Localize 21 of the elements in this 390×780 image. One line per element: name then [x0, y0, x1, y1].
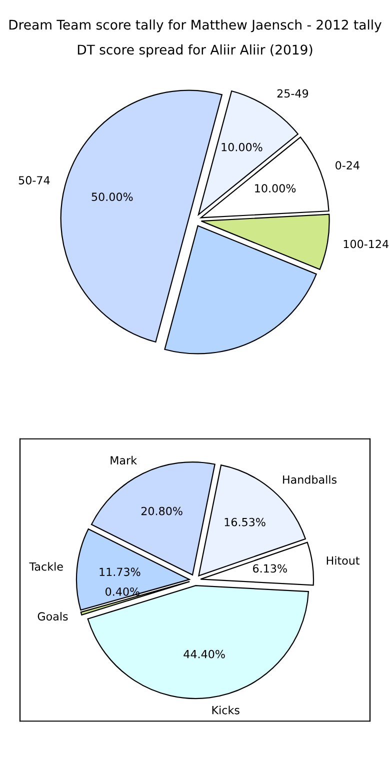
- slice-label: Handballs: [283, 475, 337, 484]
- data-label: 20.80%: [141, 506, 182, 516]
- chart-subtitle: DT score spread for Aliir Aliir (2019): [78, 44, 312, 58]
- data-label: 10.00%: [255, 184, 296, 192]
- chart-title: Dream Team score tally for Matthew Jaensch - 2012 tally: [9, 20, 382, 32]
- data-label: 11.73%: [100, 568, 140, 576]
- data-label: 10.00%: [222, 142, 262, 152]
- slice-label: 25-49: [277, 89, 308, 98]
- data-label: 6.13%: [253, 564, 287, 573]
- slice-label: 50-74: [18, 176, 50, 184]
- data-label: 50.00%: [92, 192, 133, 202]
- slice-label: Tackle: [29, 562, 63, 571]
- data-label: 0.40%: [106, 587, 140, 596]
- slice-label: Goals: [38, 612, 68, 621]
- data-label: 16.53%: [224, 518, 266, 526]
- slice-label: Hitout: [326, 556, 360, 565]
- slice-label: 100-124: [344, 240, 388, 248]
- data-label: 44.40%: [184, 650, 225, 658]
- slice-label: Kicks: [212, 706, 240, 714]
- slice-label: Mark: [110, 456, 138, 465]
- slice-label: 0-24: [336, 161, 360, 170]
